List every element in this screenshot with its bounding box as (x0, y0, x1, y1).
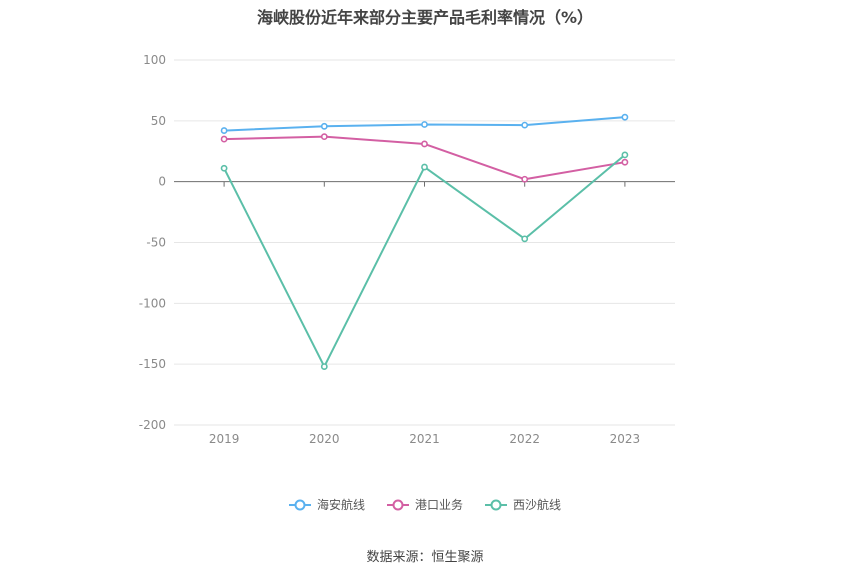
data-source: 数据来源：恒生聚源 (366, 550, 484, 565)
y-tick-label: -200 (139, 418, 166, 432)
legend: 海安航线 港口业务 西沙航线 (0, 496, 850, 513)
data-point (521, 121, 529, 129)
x-tick-label: 2020 (309, 432, 340, 446)
data-point (220, 164, 228, 172)
y-tick-label: 100 (143, 53, 166, 67)
x-tick-label: 2023 (610, 432, 641, 446)
data-points (220, 113, 629, 370)
y-tick-label: 50 (151, 114, 166, 128)
chart-title: 海峡股份近年来部分主要产品毛利率情况（%） (256, 8, 594, 27)
data-point (421, 121, 428, 128)
x-tick-label: 2022 (509, 432, 540, 446)
legend-label: 海安航线 (316, 498, 365, 512)
y-tick-label: -150 (139, 357, 166, 371)
data-point (521, 175, 529, 183)
data-point (521, 235, 529, 243)
legend-swatch (288, 499, 311, 510)
legend-swatch (485, 499, 507, 510)
data-point (320, 133, 328, 141)
x-tick-label: 2019 (209, 432, 240, 446)
axes: 100 50 0 -50 -100 -150 -200 2019 2020 2021 2022 202… (139, 53, 675, 446)
data-point (421, 140, 428, 148)
data-point (220, 127, 228, 134)
y-tick-label: -100 (139, 296, 166, 310)
grid-lines (174, 59, 675, 426)
series-lines (223, 116, 626, 368)
data-point (621, 113, 629, 121)
legend-label: 港口业务 (414, 498, 463, 512)
legend-item[interactable]: 海安航线 (288, 496, 365, 513)
data-point (320, 363, 328, 370)
legend-swatch (386, 499, 409, 510)
data-point (320, 122, 328, 130)
legend-label: 西沙航线 (513, 498, 562, 512)
legend-item[interactable]: 西沙航线 (485, 496, 561, 513)
data-point (621, 151, 629, 159)
y-tick-label: 0 (158, 175, 166, 189)
data-point (421, 163, 428, 171)
data-point (621, 158, 629, 166)
y-tick-label: -50 (146, 236, 166, 250)
legend-item[interactable]: 港口业务 (386, 496, 463, 513)
x-tick-label: 2021 (409, 432, 440, 446)
data-point (220, 135, 228, 143)
